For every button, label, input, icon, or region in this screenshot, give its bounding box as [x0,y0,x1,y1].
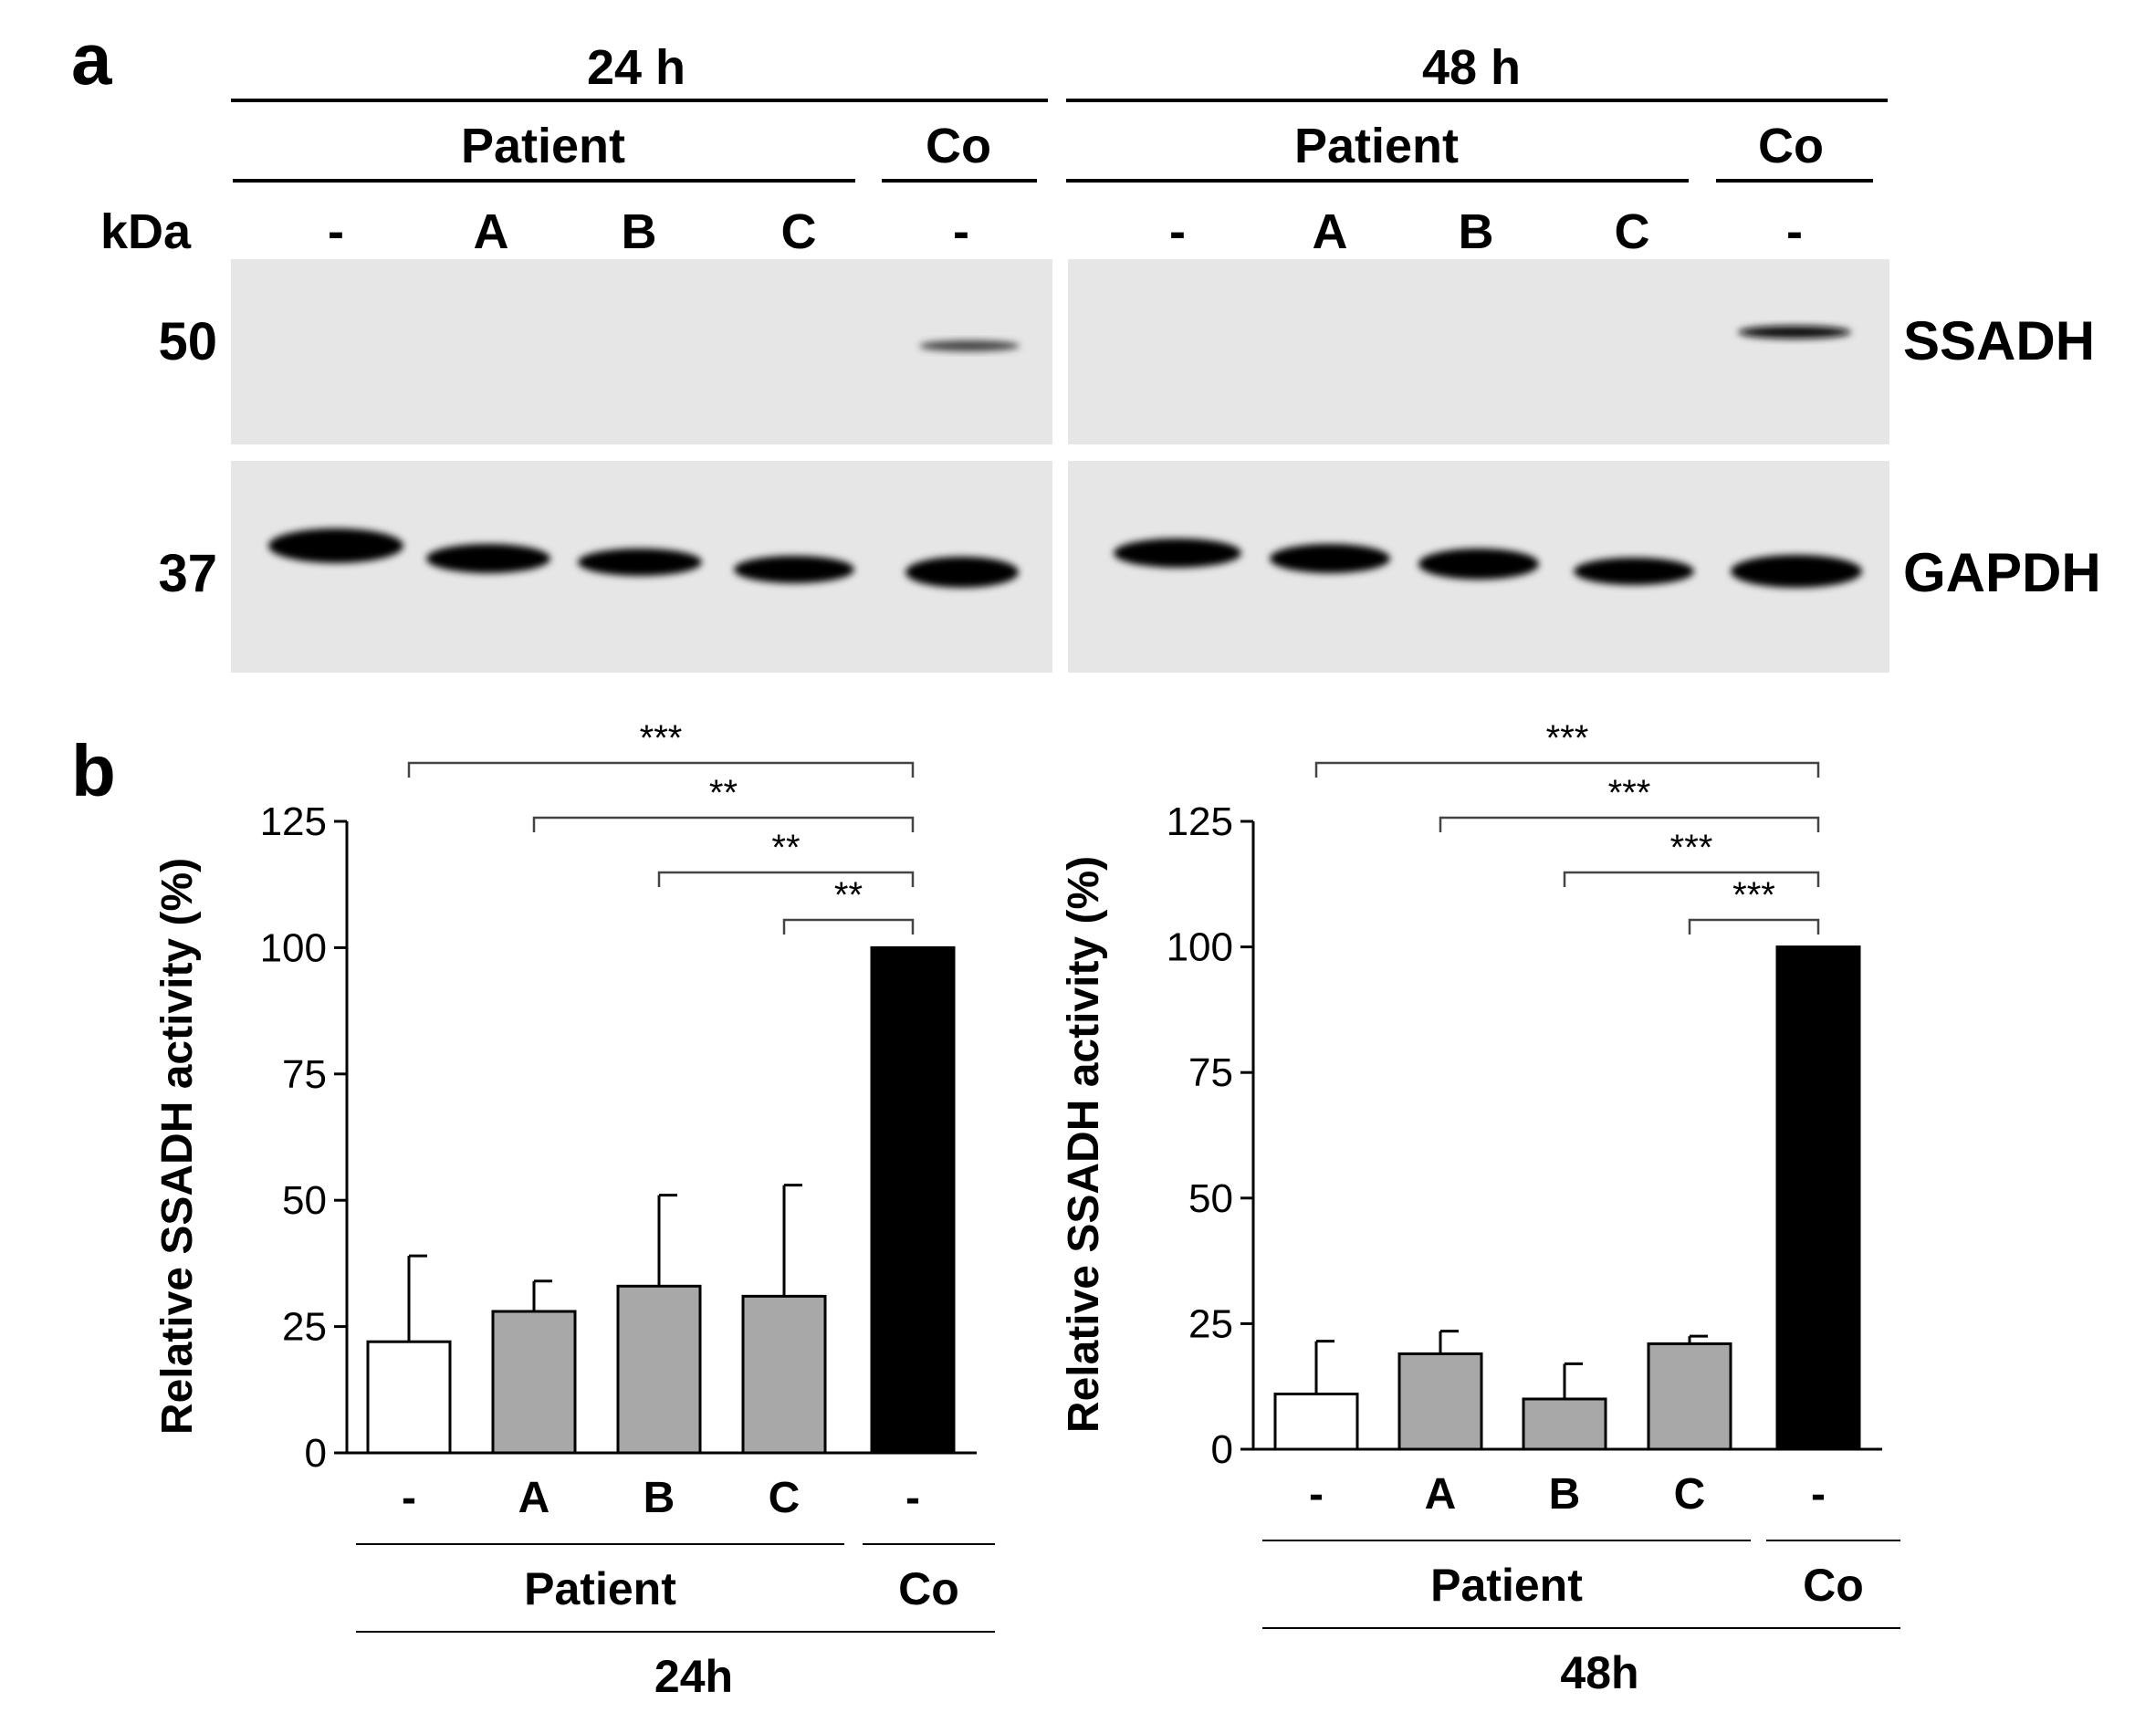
blot-band [919,340,1020,351]
y-tick-label: 25 [282,1305,327,1350]
significance-label: *** [1608,773,1651,813]
significance-bracket [782,918,915,935]
blot-lane-label: B [622,204,657,259]
x-tick-label: - [1811,1470,1826,1519]
control-group-label: Co [1803,1560,1864,1611]
significance-label: *** [1732,875,1775,915]
y-tick-label: 25 [1188,1301,1233,1346]
blot-band [1418,548,1539,580]
significance-bracket [1314,761,1820,778]
significance-label: *** [1546,718,1589,758]
y-tick-label: 0 [305,1431,327,1476]
bar [1273,1392,1359,1451]
blot-band [1270,544,1390,573]
bar [870,945,956,1455]
blot-kda-label: kDa [100,204,192,259]
blot-lane-label: C [781,204,817,259]
significance-bracket [1439,816,1820,832]
y-tick-label: 100 [260,925,327,970]
bar [616,1284,702,1455]
significance-bracket [1688,918,1820,935]
blot-band [1114,538,1241,568]
western-blot: 24 h 48 h Patient Co Patient Co kDa - A … [100,40,2101,673]
x-tick-label: A [518,1474,550,1522]
blot-band [1738,326,1851,339]
significance-label: ** [771,828,800,868]
significance-bracket [532,816,915,832]
blot-lane-label: - [953,204,969,259]
x-tick-label: - [1309,1470,1324,1519]
blot-marker-37: 37 [158,544,217,603]
significance-label: *** [1670,828,1713,868]
significance-bracket [657,871,915,887]
blot-time-48h: 48 h [1422,40,1521,95]
blot-patient-label-48h: Patient [1294,119,1459,173]
bar [366,1340,452,1455]
blot-control-label-24h: Co [926,119,991,173]
panel-label-a: a [71,18,112,99]
significance-label: ** [709,773,738,813]
blot-control-label-48h: Co [1758,119,1824,173]
y-axis-label: Relative SSADH activity (%) [1060,856,1108,1433]
activity-chart-24h: 0 25 50 75 100 125 Relative SSADH activity (%)… [153,718,995,1702]
y-tick-label: 75 [1188,1050,1233,1095]
blot-band [1574,558,1694,585]
y-tick-label: 50 [1188,1176,1233,1221]
bar [491,1310,577,1455]
significance-bracket [1563,871,1820,887]
bar [1522,1397,1607,1451]
bar [741,1294,827,1455]
blot-marker-50: 50 [158,312,217,371]
time-label: 48h [1560,1647,1638,1698]
significance-label: *** [640,718,683,758]
blot-lane-label: A [1313,204,1348,259]
blot-band [905,557,1019,588]
blot-membrane [231,259,1052,444]
blot-lane-label: A [474,204,509,259]
blot-lane-label: B [1459,204,1494,259]
blot-band [268,528,403,563]
bar [1775,945,1861,1451]
y-tick-label: 125 [260,799,327,844]
x-tick-label: - [905,1474,920,1522]
blot-protein-ssadh: SSADH [1903,310,2095,371]
x-tick-label: - [402,1474,416,1522]
blot-band [426,544,550,573]
blot-band [1731,555,1862,588]
blot-band [734,556,854,583]
bar [1397,1352,1483,1451]
blot-lane-label: C [1615,204,1650,259]
blot-membrane [1068,259,1889,444]
blot-band [578,548,702,576]
blot-lane-label: - [1786,204,1803,259]
x-tick-label: B [1549,1470,1581,1519]
x-tick-label: A [1425,1470,1457,1519]
x-tick-label: C [1674,1470,1706,1519]
patient-group-label: Patient [524,1563,676,1614]
blot-time-24h: 24 h [587,40,686,95]
activity-chart-48h: 0 25 50 75 100 125 Relative SSADH activity (%)… [1060,718,1900,1698]
blot-patient-label-24h: Patient [461,119,625,173]
control-group-label: Co [898,1563,959,1614]
blot-lane-label: - [328,204,344,259]
y-tick-label: 125 [1167,799,1233,844]
bar [1647,1342,1732,1451]
blot-protein-gapdh: GAPDH [1903,542,2101,603]
patient-group-label: Patient [1430,1560,1583,1611]
x-tick-label: C [769,1474,801,1522]
time-label: 24h [654,1651,733,1702]
panel-label-b: b [71,730,116,811]
blot-lane-label: - [1169,204,1186,259]
significance-bracket [407,761,915,778]
y-axis-label: Relative SSADH activity (%) [153,858,202,1435]
x-tick-label: B [644,1474,675,1522]
y-tick-label: 100 [1167,925,1233,970]
y-tick-label: 75 [282,1052,327,1097]
significance-label: ** [834,875,863,915]
y-tick-label: 50 [282,1178,327,1223]
y-tick-label: 0 [1211,1427,1233,1472]
